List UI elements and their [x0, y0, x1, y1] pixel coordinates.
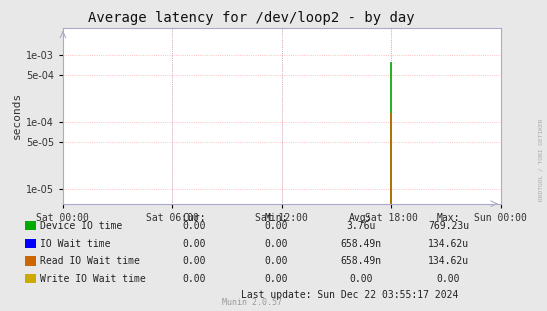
Text: 0.00: 0.00 [183, 239, 206, 248]
Text: 0.00: 0.00 [183, 274, 206, 284]
Text: IO Wait time: IO Wait time [40, 239, 110, 248]
Text: 769.23u: 769.23u [428, 221, 469, 231]
Text: 134.62u: 134.62u [428, 256, 469, 266]
Text: RRDTOOL / TOBI OETIKER: RRDTOOL / TOBI OETIKER [538, 118, 543, 201]
Text: 0.00: 0.00 [265, 221, 288, 231]
Text: Munin 2.0.57: Munin 2.0.57 [222, 298, 282, 307]
Text: Last update: Sun Dec 22 03:55:17 2024: Last update: Sun Dec 22 03:55:17 2024 [241, 290, 459, 300]
Text: Cur:: Cur: [183, 213, 206, 223]
Text: 0.00: 0.00 [183, 221, 206, 231]
Text: Average latency for /dev/loop2 - by day: Average latency for /dev/loop2 - by day [88, 11, 415, 25]
Text: 0.00: 0.00 [437, 274, 460, 284]
Text: 0.00: 0.00 [265, 274, 288, 284]
Text: 0.00: 0.00 [183, 256, 206, 266]
Text: 658.49n: 658.49n [340, 239, 382, 248]
Text: 3.76u: 3.76u [346, 221, 376, 231]
Text: Device IO time: Device IO time [40, 221, 122, 231]
Text: 0.00: 0.00 [265, 239, 288, 248]
Text: Max:: Max: [437, 213, 460, 223]
Text: 134.62u: 134.62u [428, 239, 469, 248]
Text: 658.49n: 658.49n [340, 256, 382, 266]
Text: 0.00: 0.00 [350, 274, 373, 284]
Text: Min:: Min: [265, 213, 288, 223]
Text: 0.00: 0.00 [265, 256, 288, 266]
Text: Read IO Wait time: Read IO Wait time [40, 256, 140, 266]
Text: Avg:: Avg: [350, 213, 373, 223]
Text: Write IO Wait time: Write IO Wait time [40, 274, 146, 284]
Y-axis label: seconds: seconds [11, 92, 21, 139]
